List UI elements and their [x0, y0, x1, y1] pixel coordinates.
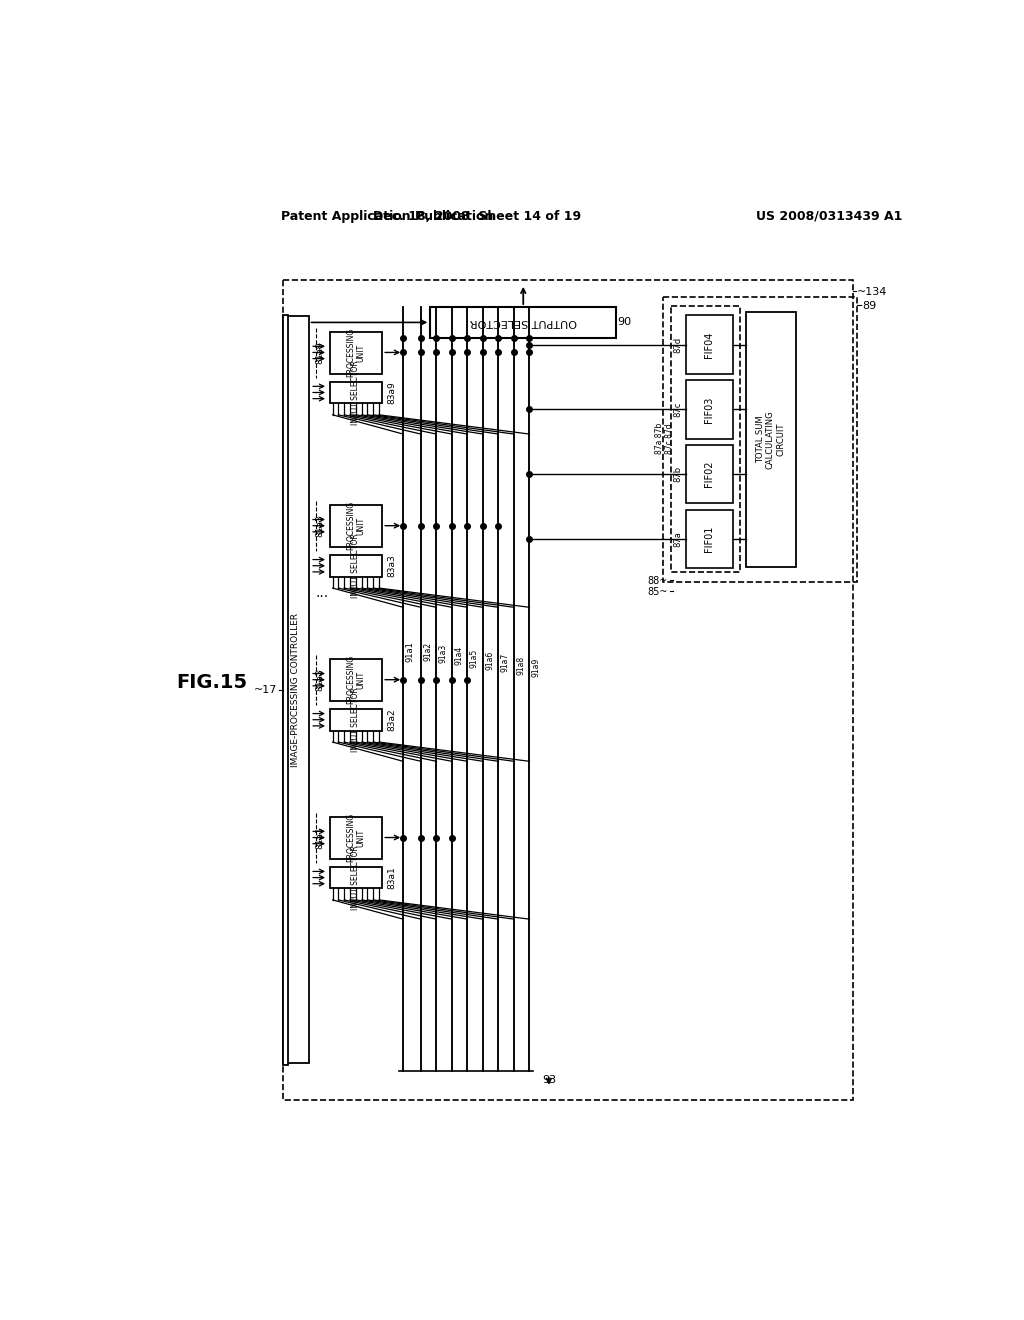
- Text: 90: 90: [616, 317, 631, 327]
- Bar: [686, 510, 732, 568]
- Text: FIF02: FIF02: [705, 461, 715, 487]
- Text: 87d: 87d: [674, 337, 683, 352]
- Bar: [430, 308, 616, 338]
- Text: 91a9: 91a9: [531, 657, 541, 677]
- Text: 91a6: 91a6: [485, 651, 495, 671]
- Text: 81a2: 81a2: [315, 668, 325, 690]
- Text: PROCESSING
UNIT: PROCESSING UNIT: [346, 502, 366, 550]
- Text: 91a1: 91a1: [406, 640, 415, 661]
- Bar: [686, 380, 732, 438]
- Text: 83a1: 83a1: [387, 866, 396, 888]
- Text: 93: 93: [542, 1074, 556, 1085]
- Bar: [283, 314, 289, 1065]
- Text: ...: ...: [315, 586, 329, 601]
- Text: PROCESSING
UNIT: PROCESSING UNIT: [346, 655, 366, 705]
- Bar: [330, 867, 382, 888]
- Text: 83a2: 83a2: [387, 709, 396, 731]
- Bar: [330, 381, 382, 404]
- Text: FIG.15: FIG.15: [176, 672, 247, 692]
- Text: US 2008/0313439 A1: US 2008/0313439 A1: [756, 210, 902, 223]
- Text: 81a1: 81a1: [315, 826, 325, 849]
- Bar: [663, 297, 856, 582]
- Text: FIF03: FIF03: [705, 396, 715, 422]
- Text: 88~: 88~: [648, 576, 669, 586]
- Text: FIF04: FIF04: [705, 331, 715, 358]
- Bar: [330, 659, 382, 701]
- Text: INPUT SELECTOR: INPUT SELECTOR: [351, 360, 360, 425]
- Text: TOTAL SUM
CALCULATING
CIRCUIT: TOTAL SUM CALCULATING CIRCUIT: [756, 411, 785, 469]
- Bar: [283, 317, 308, 1063]
- Bar: [330, 331, 382, 374]
- Text: 91a5: 91a5: [470, 648, 479, 668]
- Text: Dec. 18, 2008  Sheet 14 of 19: Dec. 18, 2008 Sheet 14 of 19: [373, 210, 581, 223]
- Bar: [671, 306, 740, 572]
- Text: PROCESSING
UNIT: PROCESSING UNIT: [346, 813, 366, 862]
- Text: 87c: 87c: [674, 401, 683, 417]
- Bar: [686, 315, 732, 374]
- Bar: [283, 280, 853, 1100]
- Text: 91a8: 91a8: [516, 656, 525, 675]
- Text: 89: 89: [862, 301, 877, 312]
- Text: OUTPUT SELECTOR: OUTPUT SELECTOR: [470, 317, 577, 327]
- Bar: [330, 554, 382, 577]
- Text: 83a9: 83a9: [387, 381, 396, 404]
- Text: 85~: 85~: [647, 587, 669, 597]
- Text: ~17: ~17: [253, 685, 276, 694]
- Text: INPUT SELECTOR: INPUT SELECTOR: [351, 688, 360, 752]
- Text: FIF01: FIF01: [705, 525, 715, 552]
- Text: Patent Application Publication: Patent Application Publication: [282, 210, 494, 223]
- Bar: [686, 445, 732, 503]
- Bar: [330, 506, 382, 548]
- Text: 81a3: 81a3: [315, 515, 325, 537]
- Text: 91a2: 91a2: [423, 642, 432, 661]
- Text: IMAGE-PROCESSING CONTROLLER: IMAGE-PROCESSING CONTROLLER: [291, 612, 300, 767]
- Bar: [330, 817, 382, 859]
- Text: 81a9: 81a9: [315, 341, 325, 364]
- Bar: [330, 709, 382, 730]
- Text: PROCESSING
UNIT: PROCESSING UNIT: [346, 327, 366, 378]
- Text: 87a: 87a: [674, 531, 683, 546]
- Text: 83a3: 83a3: [387, 554, 396, 577]
- Text: INPUT SELECTOR: INPUT SELECTOR: [351, 845, 360, 909]
- Text: 91a4: 91a4: [455, 647, 463, 665]
- Text: ~134: ~134: [856, 286, 887, 297]
- Bar: [745, 313, 796, 566]
- Text: 91a3: 91a3: [438, 644, 447, 663]
- Text: 87a 87b
87c 87d: 87a 87b 87c 87d: [654, 422, 674, 454]
- Text: 87b: 87b: [674, 466, 683, 482]
- Text: INPUT SELECTOR: INPUT SELECTOR: [351, 533, 360, 598]
- Text: 91a7: 91a7: [501, 653, 510, 672]
